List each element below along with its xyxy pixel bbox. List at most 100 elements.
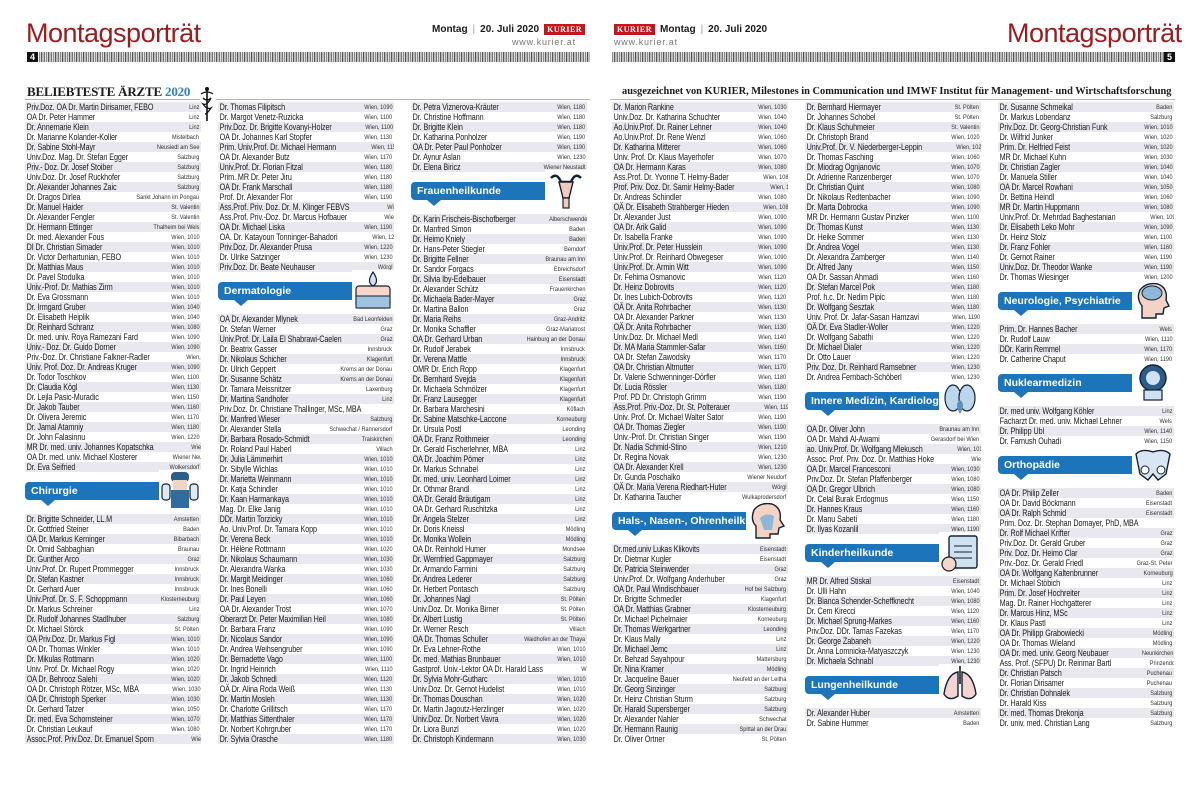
doctor-row: Dr. Anna Lomnicka-Matyaszczyk Wien, 1230 xyxy=(805,646,981,656)
doctor-location: Wien, 1230 xyxy=(950,647,980,655)
doctor-location: Wien, 1020 xyxy=(1143,133,1173,141)
section-title: Hals-, Nasen-, Ohrenheilkunde xyxy=(618,515,771,527)
doctor-name: Dr. Michael Stöbich xyxy=(999,578,1061,588)
doctor-name: Dr. Monika Schaffler xyxy=(412,324,476,334)
doctor-row: Dr. Martina Ballon Graz xyxy=(411,304,587,314)
doctor-row: Dr. Monika Schaffler Graz-Mariatrost xyxy=(411,324,587,334)
doctor-row: Facharzt Dr. med. univ. Michael Lehner We… xyxy=(998,416,1174,426)
doctor-row: Dr. Hermann Raunig Spittal an der Drau xyxy=(612,724,788,734)
doctor-row: DI Dr. Christian Simader Wien, 1010 xyxy=(25,242,201,252)
doctor-row: Ass.Prof. Dr. Yvonne T. Helmy-Bader Wien,… xyxy=(612,172,788,182)
section-banner: Chirurgie xyxy=(25,482,201,500)
doctor-location: Wien, 1100 xyxy=(951,213,980,221)
doctor-row: Dr. Andrea Lederer Salzburg xyxy=(411,574,587,584)
doctor-location: Wien, 1030 xyxy=(971,455,981,463)
url-left[interactable]: www.kurier.at xyxy=(512,37,576,47)
doctor-row: Dr. Brigitte Klein Wien, 1180 xyxy=(411,122,587,132)
doctor-name: Dr. Manu Sabeti xyxy=(806,514,858,524)
doctor-name: OA Priv.Doz. Dr. Markus Figl xyxy=(26,634,116,644)
doctor-name: Univ.- Doz. Dr. Guido Dorner xyxy=(26,342,116,352)
banner-pointer xyxy=(1014,310,1028,316)
doctor-name: Dr. Lucia Rössler xyxy=(613,382,668,392)
doctor-name: Dr. Rudolf Johannes Stadlhuber xyxy=(26,614,127,624)
head-profile-icon xyxy=(746,500,788,540)
doctor-row: OA Dr. Thomas Winkler Wien, 1010 xyxy=(25,644,201,654)
doctor-list: OA Dr. Philip Zeller Baden OA Dr. David Bö… xyxy=(998,488,1174,728)
doctor-name: OA Dr. Peter Paul Ponholzer xyxy=(412,142,502,152)
doctor-location: Wien, 1170 xyxy=(364,715,393,723)
doctor-location: Wien, 1180 xyxy=(364,163,393,171)
doctor-row: OA Dr. David Böckmann Eisenstadt xyxy=(998,498,1174,508)
doctor-location: Wien, 1010 xyxy=(1143,123,1173,131)
doctor-name: Dr. Matthias Sittenthaler xyxy=(219,714,295,724)
doctor-location: Leonding xyxy=(763,625,787,633)
doctor-row: Dr. Behzad Sayahpour Mattersburg xyxy=(612,654,788,664)
doctor-row: Dr. Kaan Harmankaya Wien, 1010 xyxy=(218,494,394,504)
doctor-row: Dr. Ulrike Satzinger Wien, 1230 xyxy=(218,252,394,262)
doctor-location: Wien, 1080 xyxy=(757,193,787,201)
dateline-right: KURIER Montag | 20. Juli 2020 xyxy=(614,24,767,35)
doctor-list: Dr. Petra Viznerova-Kräuter Wien, 1180 Dr.… xyxy=(411,102,587,172)
doctor-name: Dr. med univ. Wolfgang Köhler xyxy=(999,406,1095,416)
doctor-location: Wien, 1010 xyxy=(170,233,200,241)
doctor-location: Wien, 1090 xyxy=(1150,213,1174,221)
doctor-location: Wien, 1070 xyxy=(757,153,787,161)
doctor-name: Dr. Nadia Schmid-Stino xyxy=(613,442,687,452)
doctor-name: Dr. Nicolaus Sandor xyxy=(219,634,283,644)
doctor-row: Dr. Hermann Ettinger Thalheim bei Wels xyxy=(25,222,201,232)
doctor-list: Dr. Susanne Schmeikal Baden Dr. Markus Lob… xyxy=(998,102,1174,282)
doctor-list: Dr. Alexander Huber Amstetten Dr. Sabine H… xyxy=(805,708,981,728)
doctor-name: OA Dr. Markus Kerninger xyxy=(26,534,105,544)
doctor-row: Dr. Bernadette Vago Wien, 1100 xyxy=(218,654,394,664)
doctor-name: Dr. Martina Sandhofer xyxy=(219,394,289,404)
doctor-row: Dr. Ines Bonelli Wien, 1060 xyxy=(218,584,394,594)
doctor-location: Eisenstadt xyxy=(760,545,787,553)
doctor-location: Wien, 1110 xyxy=(364,665,393,673)
doctor-name: Dr. Michael Dialer xyxy=(806,342,862,352)
doctor-name: Dr. Harald Kiss xyxy=(999,698,1047,708)
doctor-row: Dr. Wilfrid Junker Wien, 1020 xyxy=(998,132,1174,142)
doctor-row: Priv.-Doz. Dr. Gerald Friedl Graz-St. Pet… xyxy=(998,558,1174,568)
doctor-location: Wien, 1010 xyxy=(363,455,393,463)
doctor-row: Dr. Klaus Mally Linz xyxy=(612,634,788,644)
doctor-row: OA. Dr. Katayoun Tonninger-Bahadori Wien,… xyxy=(218,232,394,242)
doctor-row: Priv.- Doz. Dr. Josef Stoiber Salzburg xyxy=(25,162,201,172)
doctor-name: Dr. Thomas Kunst xyxy=(806,222,863,232)
doctor-location: Prinzendorf a.d. Zaya xyxy=(1149,659,1174,667)
doctor-location: Linz xyxy=(575,485,586,493)
banner-pointer xyxy=(41,500,55,506)
doctor-name: Dr. Wolfgang Sabathi xyxy=(806,332,873,342)
doctor-location: Innsbruck xyxy=(367,345,393,353)
doctor-row: Prof. PD Dr. Christoph Grimm Wien, 1190 xyxy=(612,392,788,402)
column-2: Dr. Thomas Filipitsch Wien, 1090 Dr. Margo… xyxy=(218,102,394,744)
doctor-name: Dr. Doris Kneissl xyxy=(412,524,465,534)
doctor-location: Köflach xyxy=(566,405,586,413)
doctor-location: Wien, 1020 xyxy=(556,715,586,723)
doctor-row: OA Dr. Johannes Karl Stopfer Wien, 1130 xyxy=(218,132,394,142)
doctor-name: OA Dr. Thomas Wieland xyxy=(999,638,1076,648)
doctor-location: Frauenkirchen xyxy=(549,285,586,293)
doctor-location: Wien, 1210 xyxy=(757,443,787,451)
doctor-location: Wien, 1190 xyxy=(557,143,586,151)
doctor-name: Dr. Heinz Stolz xyxy=(999,232,1047,242)
doctor-location: Bad Leonfelden xyxy=(353,315,393,323)
doctor-name: Ass.Prof. Priv.-Doz. Dr. Marcus Hofbauer xyxy=(219,212,348,222)
doctor-name: Univ.Doz. Dr. Gernot Hudelist xyxy=(412,684,505,694)
doctor-name: Dr. Rudolf Jerabek xyxy=(412,344,471,354)
doctor-row: Dr.med.univ Lukas Klikovits Eisenstadt xyxy=(612,544,788,554)
scanner-icon xyxy=(1132,362,1174,402)
doctor-location: Wien, 1170 xyxy=(364,705,393,713)
divider xyxy=(610,99,1175,100)
section-header: Dermatologie xyxy=(218,270,394,314)
url-right[interactable]: www.kurier.at xyxy=(614,37,678,47)
doctor-name: Dr. Katharina Taucher xyxy=(613,492,682,502)
doctor-row: OA Dr. Peter Paul Ponholzer Wien, 1190 xyxy=(411,142,587,152)
doctor-row: Dr. Stefan Marcel Pok Wien, 1180 xyxy=(805,282,981,292)
doctor-location: Salzburg xyxy=(563,565,586,573)
doctor-row: Dr. Manfred Simon Baden xyxy=(411,224,587,234)
doctor-name: OA Dr. Joachim Pömer xyxy=(412,454,485,464)
doctor-location: Wien, 1230 xyxy=(950,373,980,381)
doctor-name: Dr. Michaela Schnabl xyxy=(806,656,874,666)
doctor-location: Wien, 1160 xyxy=(1144,243,1173,251)
masthead-left: Montagsporträt xyxy=(26,18,201,48)
